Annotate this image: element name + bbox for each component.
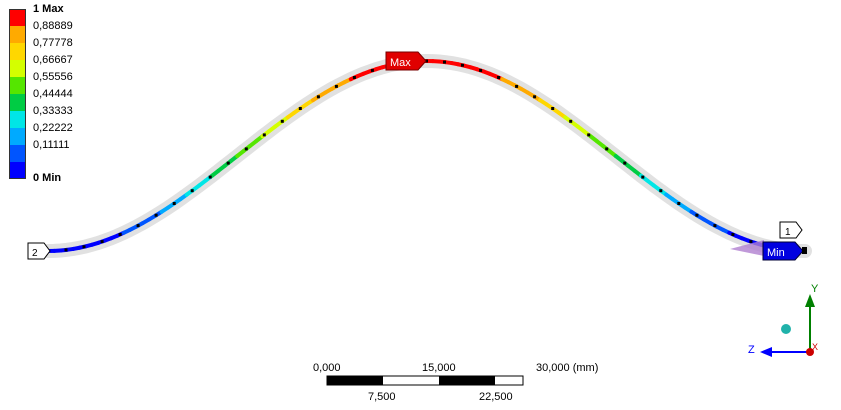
mesh-node — [226, 161, 230, 165]
node-flag-2[interactable]: 2 — [27, 242, 51, 260]
legend-swatch — [9, 162, 26, 179]
isometric-view-ball-icon[interactable] — [781, 324, 791, 334]
max-probe-flag[interactable]: Max — [385, 51, 427, 71]
mesh-node — [713, 224, 717, 228]
legend-swatch — [9, 9, 26, 26]
min-probe-label: Min — [767, 247, 785, 259]
legend-swatch — [9, 77, 26, 94]
y-axis-label: Y — [811, 283, 819, 295]
mesh-node — [262, 133, 266, 137]
x-axis-label: X — [812, 342, 818, 352]
mesh-node — [605, 147, 609, 151]
legend-swatch — [9, 94, 26, 111]
legend-label: 0,22222 — [33, 122, 73, 134]
mesh-node — [497, 76, 501, 79]
mesh-node — [461, 63, 464, 67]
mesh-node — [64, 248, 68, 252]
legend-label: 0,77778 — [33, 37, 73, 49]
mesh-node — [551, 107, 555, 110]
max-probe-label: Max — [390, 57, 411, 69]
mesh-node — [731, 233, 735, 236]
scale-label-7500: 7,500 — [368, 391, 396, 403]
axis-triad[interactable]: Y Z X — [748, 283, 819, 357]
legend-label: 0,66667 — [33, 54, 73, 66]
mesh-node — [190, 189, 194, 193]
mesh-node — [334, 84, 338, 88]
mesh-node — [515, 84, 519, 88]
legend-swatch — [9, 111, 26, 128]
x-axis-origin-icon — [806, 348, 814, 356]
undeformed-outline — [41, 53, 812, 258]
mesh-node — [443, 60, 446, 64]
mesh-node — [172, 202, 176, 205]
scale-label-22500: 22,500 — [479, 391, 513, 403]
mesh-node — [118, 233, 122, 236]
mesh-node — [659, 189, 663, 193]
mesh-node — [280, 119, 284, 123]
legend-swatch — [9, 60, 26, 77]
z-axis-label: Z — [748, 344, 755, 356]
legend-label: 0,44444 — [33, 88, 73, 100]
legend-label-max: 1 Max — [33, 3, 64, 15]
beam-end-marker — [802, 247, 807, 254]
mesh-node — [623, 161, 627, 165]
mesh-node — [370, 68, 374, 72]
legend-swatch — [9, 26, 26, 43]
z-axis-arrow-icon — [760, 347, 772, 357]
min-probe-flag[interactable]: Min — [762, 241, 804, 261]
mesh-node — [100, 240, 104, 244]
mesh-node — [298, 107, 302, 110]
scale-label-0: 0,000 — [313, 362, 341, 374]
mesh-node — [154, 213, 158, 217]
mesh-node — [479, 68, 483, 72]
mesh-node — [677, 202, 681, 205]
y-axis-arrow-icon — [805, 294, 815, 307]
mesh-node — [641, 175, 645, 179]
node-flag-2-label: 2 — [32, 248, 38, 259]
legend-label: 0,33333 — [33, 105, 73, 117]
node-flag-1[interactable]: 1 — [779, 221, 803, 239]
mesh-node — [244, 147, 248, 151]
mesh-node — [136, 224, 140, 228]
mesh-node — [316, 95, 320, 99]
deformed-beam-contour[interactable] — [46, 59, 807, 253]
legend-label: 0,11111 — [33, 139, 70, 151]
node-flag-1-label: 1 — [785, 227, 791, 238]
mesh-node — [587, 133, 591, 137]
legend-label-min: 0 Min — [33, 172, 62, 184]
legend-swatch — [9, 43, 26, 60]
scale-label-30000: 30,000 (mm) — [536, 362, 599, 374]
mesh-node — [533, 95, 537, 99]
legend-label: 0,88889 — [33, 20, 73, 32]
legend-swatch — [9, 145, 26, 162]
scale-label-15000: 15,000 — [422, 362, 456, 374]
mesh-node — [352, 76, 356, 79]
mesh-node — [208, 175, 212, 179]
legend-swatch — [9, 128, 26, 145]
mesh-node — [695, 213, 699, 217]
scale-bar — [326, 375, 524, 386]
mesh-node — [569, 119, 573, 123]
support-arrow-icon — [730, 240, 764, 256]
mesh-node — [749, 240, 753, 244]
legend-label: 0,55556 — [33, 71, 73, 83]
mesh-nodes — [64, 59, 789, 252]
mesh-node — [82, 245, 86, 249]
